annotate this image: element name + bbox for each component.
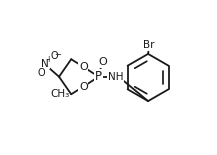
Text: +: + (46, 55, 52, 64)
Text: O: O (79, 62, 88, 72)
Text: N: N (41, 59, 49, 69)
Text: O: O (51, 51, 58, 61)
Text: Br: Br (143, 40, 155, 50)
Text: NH: NH (108, 72, 123, 82)
Text: P: P (95, 70, 102, 83)
Text: −: − (55, 50, 62, 59)
Text: CH₃: CH₃ (50, 89, 69, 99)
Text: O: O (79, 82, 88, 92)
Text: O: O (38, 68, 45, 78)
Text: O: O (98, 57, 107, 67)
